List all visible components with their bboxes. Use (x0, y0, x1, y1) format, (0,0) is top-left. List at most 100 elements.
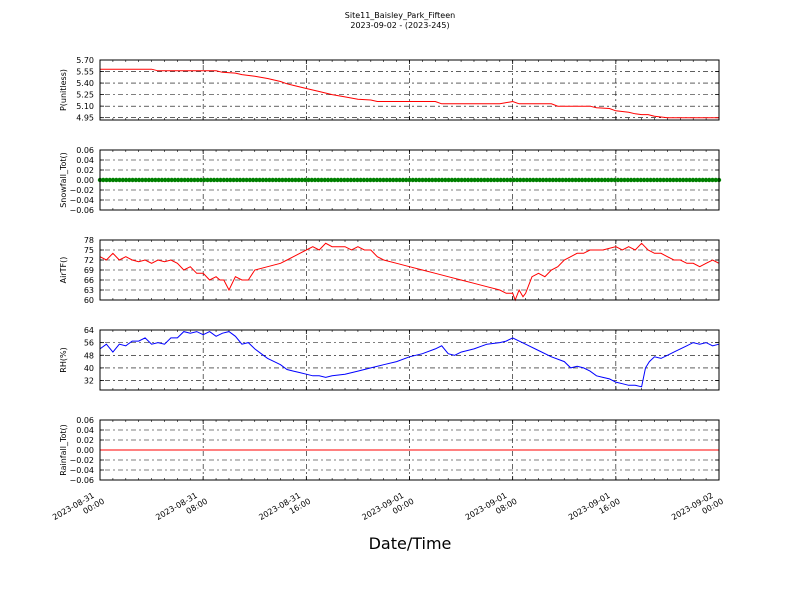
data-point (488, 177, 494, 183)
data-point (645, 177, 650, 183)
data-point (387, 177, 393, 183)
data-point (391, 177, 396, 183)
data-point (619, 177, 624, 183)
plot-frame (99, 329, 720, 391)
data-point (286, 177, 292, 183)
data-point (202, 177, 207, 183)
data-point (508, 177, 513, 183)
y-tick-label: −0.06 (69, 476, 94, 485)
data-point (322, 177, 327, 183)
data-point (329, 177, 334, 183)
data-point (169, 177, 174, 183)
data-point (371, 177, 376, 183)
data-point (140, 177, 145, 183)
y-tick-label: 5.10 (76, 102, 94, 111)
data-point (563, 177, 569, 183)
data-point (101, 177, 106, 183)
data-point (149, 177, 155, 183)
data-point (589, 177, 595, 183)
y-tick-label: 5.55 (76, 68, 94, 77)
data-point (120, 177, 126, 183)
data-point (674, 177, 679, 183)
data-point (505, 177, 510, 183)
data-point (622, 177, 627, 183)
data-point (257, 177, 262, 183)
data-point (342, 177, 347, 183)
y-axis-label: AirTF() (59, 257, 68, 284)
x-tick-label: 2023-08-3116:00 (257, 488, 312, 531)
y-tick-label: −0.02 (69, 456, 94, 465)
data-point (449, 177, 455, 183)
data-point (368, 177, 373, 183)
y-tick-label: 75 (84, 246, 94, 255)
data-point (446, 177, 451, 183)
data-point (579, 177, 585, 183)
data-point (703, 177, 709, 183)
y-tick-label: 0.04 (76, 426, 94, 435)
data-point (521, 177, 526, 183)
data-point (205, 177, 210, 183)
data-point (524, 177, 529, 183)
x-tick-label: 2023-09-0108:00 (464, 488, 519, 531)
data-point (221, 177, 226, 183)
data-point (553, 177, 559, 183)
data-point (397, 177, 402, 183)
y-tick-label: 64 (84, 326, 94, 335)
data-point (185, 177, 191, 183)
data-point (527, 177, 533, 183)
data-point (492, 177, 497, 183)
data-point (107, 177, 112, 183)
data-point (609, 177, 614, 183)
data-point (641, 177, 647, 183)
data-point (635, 177, 640, 183)
data-point (361, 177, 367, 183)
data-point (612, 177, 617, 183)
y-tick-label: 60 (84, 296, 94, 305)
x-tick-label: 2023-08-3108:00 (154, 488, 209, 531)
data-point (104, 177, 109, 183)
data-point (374, 177, 380, 183)
data-point (710, 177, 715, 183)
x-tick-label: 2023-08-3100:00 (51, 488, 106, 531)
data-point (570, 177, 575, 183)
data-point (348, 177, 354, 183)
data-point (625, 177, 630, 183)
y-tick-label: 4.95 (76, 114, 94, 123)
data-point (175, 177, 181, 183)
y-tick-label: 78 (84, 236, 94, 245)
y-tick-label: 66 (84, 276, 94, 285)
data-point (433, 177, 438, 183)
data-point (166, 177, 171, 183)
series-line (99, 331, 720, 388)
y-tick-label: 40 (84, 364, 94, 373)
data-point (599, 177, 604, 183)
data-point (156, 177, 161, 183)
series-line (99, 242, 720, 302)
data-point (136, 177, 142, 183)
data-point (247, 177, 253, 183)
data-point (482, 177, 487, 183)
data-point (364, 177, 370, 183)
y-axis-label: RH(%) (59, 347, 68, 372)
data-point (537, 177, 543, 183)
data-point (648, 177, 653, 183)
data-point (319, 177, 324, 183)
data-point (309, 177, 314, 183)
y-tick-label: 32 (84, 377, 94, 386)
data-point (195, 177, 200, 183)
y-tick-label: 5.70 (76, 56, 94, 65)
data-point (332, 177, 337, 183)
x-tick-label: 2023-09-0100:00 (361, 488, 416, 531)
data-point (293, 177, 298, 183)
data-point (576, 177, 582, 183)
data-point (404, 177, 409, 183)
y-tick-label: 0.00 (76, 446, 94, 455)
data-point (687, 177, 692, 183)
data-point (338, 177, 344, 183)
data-point (407, 177, 412, 183)
data-point (358, 177, 363, 183)
data-point (312, 177, 318, 183)
data-point (677, 177, 683, 183)
